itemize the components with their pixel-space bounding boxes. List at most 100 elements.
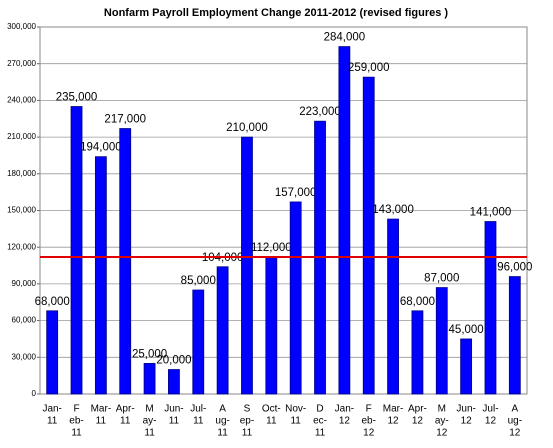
value-label: 25,000 [132,348,167,360]
value-label: 194,000 [80,142,122,154]
x-tick-label: eb- [69,416,83,427]
y-tick-label: 0 [32,389,37,398]
x-tick-label: S [244,404,251,415]
x-tick-label: 12 [388,416,400,427]
x-tick-label: Jan- [335,404,354,415]
x-tick-label: Oct- [262,404,281,415]
x-tick-label: 12 [339,416,351,427]
x-tick-label: 12 [461,416,473,427]
x-tick-label: A [219,404,226,415]
bar [387,218,399,395]
x-tick-label: 12 [363,428,375,439]
y-tick-label: 180,000 [7,169,36,178]
chart-title: Nonfarm Payroll Employment Change 2011-2… [104,7,449,19]
y-tick-label: 90,000 [12,279,37,288]
bar [338,46,351,395]
x-tick-label: Jun- [456,404,475,415]
value-label: 157,000 [275,187,317,199]
x-tick-label: 11 [290,416,301,427]
bar [192,289,205,395]
value-label: 210,000 [226,122,268,134]
value-label: 20,000 [156,355,191,367]
value-label: 235,000 [56,92,98,104]
bar [168,369,180,395]
x-tick-label: eb- [361,416,375,427]
bar [411,310,424,395]
y-tick-label: 150,000 [7,206,36,215]
x-tick-label: Nov- [285,404,306,415]
x-tick-label: Apr- [116,404,135,415]
y-tick-label: 210,000 [7,132,36,141]
y-tick-label: 240,000 [7,96,36,105]
x-tick-label: 11 [217,428,228,439]
value-label: 143,000 [372,204,414,216]
y-tick-label: 270,000 [7,59,36,68]
x-tick-label: Jul- [190,404,206,415]
x-tick-label: M [438,404,446,415]
x-tick-label: Jul- [482,404,498,415]
x-tick-label: ec- [313,416,327,427]
value-label: 217,000 [104,114,146,126]
value-label: 96,000 [497,262,532,274]
plot-frame [39,26,528,395]
x-tick-label: 12 [412,416,424,427]
x-tick-label: 11 [266,416,277,427]
x-tick-label: 11 [120,416,131,427]
x-tick-label: 11 [315,428,326,439]
x-tick-label: Jan- [42,404,61,415]
x-tick-label: ay- [435,416,449,427]
bar [119,128,132,395]
x-tick-label: 11 [71,428,82,439]
bar [508,276,521,395]
bar [435,287,448,395]
value-label: 112,000 [251,242,292,254]
bar [460,338,473,395]
x-tick-label: F [73,404,79,415]
x-tick-label: 12 [436,428,448,439]
bar [241,136,253,395]
value-label: 141,000 [470,207,512,219]
bar [46,310,59,395]
value-label: 259,000 [348,62,390,74]
x-tick-label: Mar- [91,404,112,415]
x-tick-label: ay- [143,416,157,427]
bar [362,76,375,395]
value-label: 223,000 [299,106,341,118]
value-label: 68,000 [400,296,435,308]
x-tick-label: ug- [508,416,522,427]
x-tick-label: Mar- [383,404,404,415]
x-tick-label: Jun- [164,404,183,415]
y-tick-label: 60,000 [12,316,37,325]
value-label: 87,000 [424,273,459,285]
y-tick-label: 300,000 [7,22,36,31]
bar [216,266,229,395]
x-tick-label: ug- [215,416,229,427]
value-label: 85,000 [181,275,216,287]
bar [70,106,83,395]
bar [265,256,278,395]
value-label: 284,000 [324,32,366,44]
x-tick-label: ep- [240,416,254,427]
x-tick-label: 11 [169,416,180,427]
x-tick-label: 11 [47,416,58,427]
y-tick-label: 30,000 [12,352,37,361]
bar [484,221,497,395]
x-tick-label: 11 [193,416,204,427]
x-tick-label: 11 [96,416,107,427]
value-label: 45,000 [449,324,484,336]
x-tick-label: D [316,404,323,415]
x-tick-label: A [511,404,518,415]
x-tick-label: Apr- [408,404,427,415]
y-tick-label: 120,000 [7,242,36,251]
x-tick-label: 12 [509,428,521,439]
x-tick-label: 11 [144,428,155,439]
x-tick-label: F [366,404,372,415]
x-tick-label: 11 [242,428,253,439]
bar [143,363,156,395]
value-label: 68,000 [35,296,70,308]
x-tick-label: M [145,404,153,415]
x-tick-label: 12 [485,416,497,427]
bar [289,201,302,395]
bar [94,156,107,395]
